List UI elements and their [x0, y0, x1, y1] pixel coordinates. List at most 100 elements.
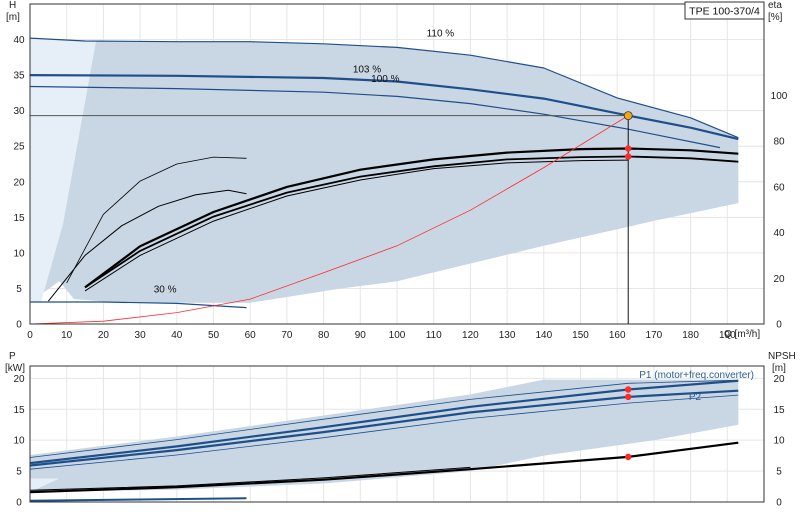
top-y-tick-6: 30: [13, 106, 25, 117]
x-tick-16: 160: [609, 330, 626, 341]
npsh-tick-3: 15: [773, 405, 785, 416]
top-series-eta-8: [66, 156, 247, 284]
x-tick-8: 80: [318, 330, 330, 341]
bottom-series-p-6: [29, 497, 247, 502]
x-tick-6: 60: [245, 330, 257, 341]
bottom-series: [29, 379, 739, 502]
x-tick-15: 150: [572, 330, 589, 341]
bottom-plot-frame: [29, 365, 765, 503]
top-series: [29, 37, 739, 325]
power-tick-0: 0: [16, 498, 22, 509]
bottom-series-p1-0: [29, 379, 739, 465]
bottom-series-p2-3: [29, 394, 739, 470]
top-y-tick-5: 25: [13, 142, 25, 153]
top-operating-range: [30, 38, 739, 303]
top-series-eta-4: [84, 147, 739, 289]
power-tick-3: 15: [13, 405, 25, 416]
top-y-left-label: H: [9, 0, 16, 11]
x-tick-14: 140: [535, 330, 552, 341]
top-markers: [623, 111, 633, 160]
x-tick-3: 30: [135, 330, 147, 341]
x-tick-5: 50: [208, 330, 220, 341]
eta-tick-1: 20: [773, 274, 785, 285]
bottom-series-npsh-5: [29, 466, 471, 491]
x-tick-0: 0: [27, 330, 33, 341]
npsh-tick-0: 0: [776, 498, 782, 509]
npsh-tick-1: 5: [776, 467, 782, 478]
power-tick-2: 10: [13, 436, 25, 447]
label-110-percent: 110 %: [427, 29, 455, 40]
bottom-marker-1: [625, 393, 632, 401]
bottom-y-right-unit: [m]: [772, 363, 786, 374]
eta-tick-0: 0: [776, 320, 782, 331]
top-y-tick-8: 40: [13, 35, 25, 46]
bottom-marker-2: [625, 453, 632, 461]
bottom-range-fill: [30, 379, 739, 493]
top-y-tick-1: 5: [16, 284, 22, 295]
eta-marker-0: [625, 145, 632, 152]
x-tick-19: 190: [719, 330, 736, 341]
x-tick-13: 130: [499, 330, 516, 341]
top-y-right-unit: [%]: [768, 12, 783, 23]
x-tick-17: 170: [646, 330, 663, 341]
bottom-left-tick-labels: 0 5 10 15 20: [13, 374, 25, 509]
top-series-h-0: [29, 37, 739, 139]
top-series-eta-7: [48, 189, 247, 302]
top-series-labels: 110 % 103 %100 % 30 %: [154, 29, 455, 296]
top-x-tick-labels: 0 10 20 30 40 50 60 70 80 90 100 110 120 130 140 150 160…: [27, 330, 736, 341]
eta-tick-2: 40: [773, 228, 785, 239]
top-y-tick-7: 35: [13, 71, 25, 82]
x-tick-1: 10: [61, 330, 73, 341]
x-tick-4: 40: [171, 330, 183, 341]
x-tick-7: 70: [281, 330, 293, 341]
top-series-h-1: [29, 74, 739, 141]
top-series-eta-5: [84, 155, 739, 289]
top-range-light-fill: [30, 38, 97, 302]
label-p1: P1 (motor+freq.converter): [639, 370, 754, 381]
label-103-percent: 103 %: [353, 64, 381, 75]
bottom-range-light-fill: [30, 478, 60, 493]
top-series-eta-6: [84, 159, 629, 292]
top-range-fill: [30, 38, 739, 303]
label-p2: P2: [689, 392, 702, 403]
top-plot-frame: [29, 3, 765, 325]
bottom-operating-range: [30, 379, 739, 493]
eta-marker-1: [625, 153, 632, 160]
x-tick-11: 110: [426, 330, 442, 341]
npsh-tick-4: 20: [773, 374, 785, 385]
top-series-h-3: [30, 301, 247, 309]
bottom-series-p1-2: [29, 379, 739, 458]
x-tick-18: 180: [682, 330, 699, 341]
x-axis-label: Q [m³/h]: [724, 329, 760, 340]
npsh-tick-2: 10: [773, 436, 785, 447]
top-y-left-unit: [m]: [6, 12, 20, 23]
bottom-markers: [625, 386, 632, 461]
top-left-tick-labels: 0 5 10 15 20 25 30 35 40: [13, 35, 25, 330]
bottom-marker-0: [625, 386, 632, 393]
bottom-y-left-label: P: [9, 351, 16, 362]
bottom-right-tick-labels: 0 5 10 15 20: [773, 374, 785, 509]
x-tick-9: 90: [355, 330, 367, 341]
duty-point: [623, 111, 633, 121]
pump-model-box: [684, 1, 765, 20]
x-tick-10: 100: [389, 330, 406, 341]
eta-tick-5: 100: [771, 91, 788, 102]
eta-tick-3: 60: [773, 182, 785, 193]
top-y-tick-3: 15: [13, 213, 25, 224]
label-100-percent: 100 %: [371, 74, 399, 85]
top-series-h-2: [29, 85, 721, 149]
eta-tick-4: 80: [773, 137, 785, 148]
top-right-tick-labels: 0 20 40 60 80 100: [771, 91, 788, 331]
bottom-y-left-unit: [kW]: [5, 363, 25, 374]
top-y-tick-4: 20: [13, 177, 25, 188]
power-tick-4: 20: [13, 374, 25, 385]
top-y-tick-0: 0: [16, 320, 22, 331]
pump-model-label: TPE 100-370/4: [689, 6, 760, 18]
bottom-series-p2-1: [29, 389, 739, 467]
top-y-tick-2: 10: [13, 248, 25, 259]
top-series-system-9: [29, 115, 629, 325]
x-tick-2: 20: [98, 330, 110, 341]
bottom-y-right-label: NPSH: [768, 351, 796, 362]
